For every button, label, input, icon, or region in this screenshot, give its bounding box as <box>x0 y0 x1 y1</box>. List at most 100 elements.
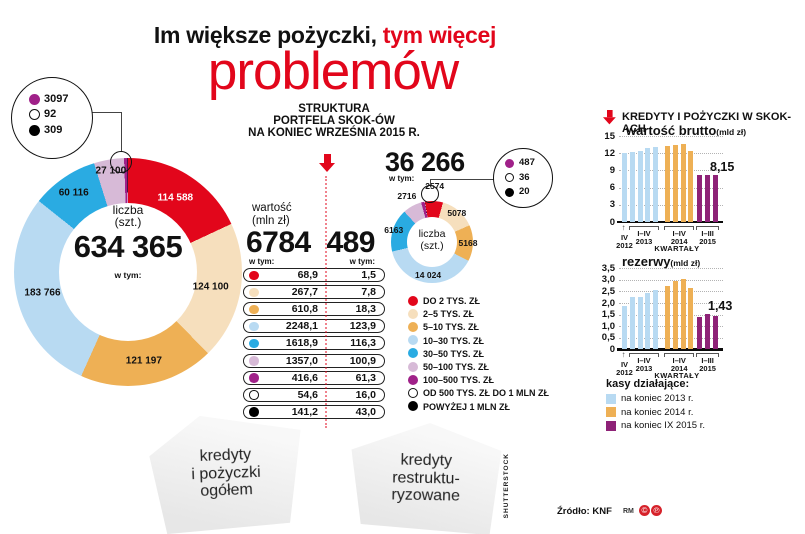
table-row: 54,6 16,0 <box>243 387 385 402</box>
donut-slice-label: 114 588 <box>157 192 194 204</box>
value-ogolem: 2248,1 <box>285 320 318 333</box>
chart-title: rezerwy(mld zł) <box>622 254 701 269</box>
grid-line <box>619 170 723 172</box>
card-line: restruktu- <box>392 468 460 488</box>
author-credit: RM <box>623 508 634 515</box>
value-ogolem: 416,6 <box>291 371 318 384</box>
arrow-shaft <box>323 154 331 163</box>
callout-dot <box>29 124 40 136</box>
bar <box>712 175 718 222</box>
category-legend-dot <box>408 361 418 372</box>
small-donut-hole <box>407 217 457 267</box>
x-group-label: IV <box>620 360 629 370</box>
y-axis-tick: 2,0 <box>601 297 615 309</box>
category-dot <box>249 287 259 298</box>
bar <box>680 144 686 222</box>
table-row: 1357,0 100,9 <box>243 353 385 368</box>
grid-line <box>619 337 723 339</box>
category-legend-dot <box>408 321 418 332</box>
value-ogolem: 610,8 <box>291 303 318 316</box>
category-legend-label: OD 500 TYS. ZŁ DO 1 MLN ZŁ <box>423 388 550 399</box>
column1-title-text: wartość <box>252 202 292 214</box>
callout-value: 36 <box>519 171 530 183</box>
y-axis-tick: 3,0 <box>601 274 615 286</box>
label-card-left: kredyty i pożyczki ogółem <box>148 412 304 534</box>
category-legend-dot <box>408 335 418 346</box>
donut-slice-label: 5168 <box>458 238 478 248</box>
column2-note: w tym: <box>349 257 375 266</box>
grid-line <box>619 204 723 206</box>
donut-center-text: (szt.) <box>420 240 444 252</box>
x-axis-label: KWARTAŁY <box>654 370 700 380</box>
value-restrukturyzowane: 100,9 <box>349 354 376 367</box>
x-group-bracket <box>696 225 719 230</box>
donut-slice-label: 60 116 <box>58 187 89 199</box>
grid-line <box>619 291 723 293</box>
x-group-bracket <box>696 352 719 357</box>
category-legend-label: DO 2 TYS. ZŁ <box>423 296 481 306</box>
category-legend-label: 100–500 TYS. ZŁ <box>423 375 495 386</box>
chart-unit: (mld zł) <box>716 127 747 137</box>
section-header-line1: STRUKTURA <box>298 103 370 115</box>
table-row: 68,9 1,5 <box>243 268 385 282</box>
bar <box>622 306 627 350</box>
category-legend-dot <box>408 374 418 385</box>
value-ogolem: 1618,9 <box>285 337 318 350</box>
table-row: 416,6 61,3 <box>243 370 385 385</box>
donut-slice-label: 6163 <box>384 225 404 236</box>
x-group-label: I–IV <box>637 356 651 366</box>
table-row: 610,8 18,3 <box>243 302 385 317</box>
source-credit: Źródło: KNF <box>557 506 612 517</box>
callout-connector <box>121 112 123 152</box>
donut-center-text: (szt.) <box>114 215 142 229</box>
value-ogolem: 1357,0 <box>285 354 318 367</box>
x-group-year: 2015 <box>699 363 716 373</box>
bar <box>645 147 651 222</box>
x-group-label: I–IV <box>672 356 686 366</box>
bar <box>705 314 711 350</box>
x-group-year: 2012 <box>616 367 633 377</box>
chart-title: wartość brutto(mld zł) <box>626 123 747 138</box>
callout-marker-circle <box>110 151 132 173</box>
callout-value: 3097 <box>44 92 69 105</box>
y-axis-tick: 2,5 <box>601 285 615 297</box>
x-group-label: I–IV <box>637 229 651 238</box>
bar <box>629 151 635 222</box>
value-ogolem: 68,9 <box>297 269 318 281</box>
headline-line2: problemów <box>207 42 459 101</box>
big-donut-hole <box>59 203 197 341</box>
bar <box>665 285 670 350</box>
bar <box>688 287 694 350</box>
value-ogolem: 54,6 <box>297 388 318 401</box>
donut-slice-label: 121 197 <box>125 355 162 367</box>
category-legend-dot <box>408 387 418 398</box>
value-ogolem: 267,7 <box>291 286 318 299</box>
bar <box>688 151 694 222</box>
legend-item: na koniec IX 2015 r. <box>606 420 705 431</box>
x-group-year: 2012 <box>616 240 633 250</box>
bar <box>645 292 651 350</box>
donut-slice-label: 27 100 <box>95 165 127 177</box>
legend-label: na koniec 2014 r. <box>621 406 694 418</box>
x-group-year: 2014 <box>670 236 688 246</box>
callout-marker-circle <box>421 185 439 203</box>
donut-slice-label: 124 100 <box>192 281 229 293</box>
label-card-right: kredyty restruktu- ryzowane <box>350 422 502 534</box>
chart-unit: (mld zł) <box>670 258 701 268</box>
x-axis-baseline <box>617 348 723 351</box>
bar <box>697 316 703 350</box>
grid-line <box>619 303 723 304</box>
bar <box>637 297 643 350</box>
section-header: STRUKTURA PORTFELA SKOK-ÓW NA KONIEC WRZ… <box>234 103 434 140</box>
down-arrow-icon <box>603 110 616 125</box>
x-group-bracket <box>628 225 660 230</box>
callout-dot <box>505 187 514 197</box>
x-group-label: I–III <box>701 229 714 238</box>
x-group-year: 2015 <box>699 236 716 246</box>
category-legend-label: 30–50 TYS. ZŁ <box>423 348 485 359</box>
x-group-bracket <box>664 225 695 230</box>
value-restrukturyzowane: 7,8 <box>361 286 376 299</box>
callout-bubble <box>11 77 93 159</box>
column2-total: 489 <box>326 226 375 259</box>
